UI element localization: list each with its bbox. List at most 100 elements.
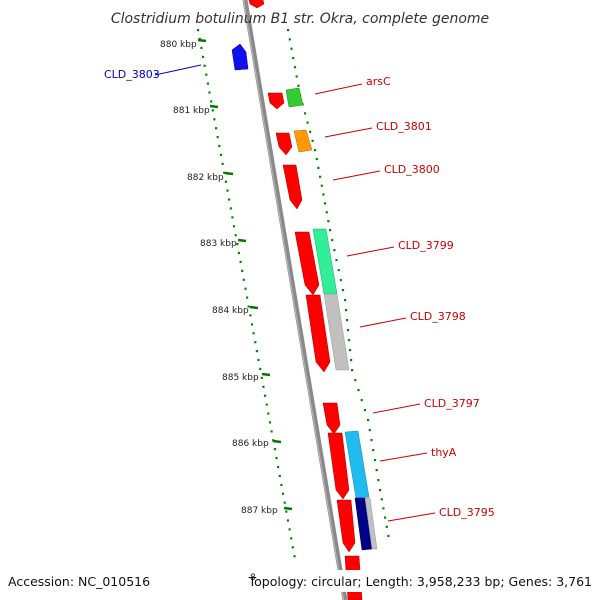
gc-dot — [197, 29, 200, 32]
gc-dot — [224, 180, 227, 183]
gc-dot — [255, 350, 258, 353]
gene-label-cld-3800[interactable]: CLD_3800 — [384, 163, 440, 176]
footer-backdrop — [256, 570, 600, 592]
gc-dot — [351, 369, 354, 372]
gc-dot — [354, 379, 357, 382]
leader-cld-3798 — [359, 317, 407, 328]
tick-880 — [197, 38, 207, 43]
gene-glyph-cld-3801[interactable] — [275, 132, 293, 156]
gc-dot — [259, 367, 262, 370]
gc-dot — [239, 260, 242, 263]
gc-dot — [349, 349, 352, 352]
gc-dots-left — [197, 29, 296, 558]
gc-dot — [322, 193, 325, 196]
gc-dot — [281, 492, 285, 495]
gc-dot — [270, 430, 273, 433]
gc-dot — [262, 385, 265, 388]
gc-dot — [250, 323, 254, 326]
gc-dot — [231, 216, 234, 219]
cog-block-arsc — [285, 87, 304, 108]
gc-dot — [221, 162, 224, 165]
gc-dot — [309, 130, 312, 133]
gc-dot — [268, 421, 272, 424]
gc-dot — [287, 29, 290, 32]
gc-dot — [285, 510, 288, 513]
gc-dot — [215, 127, 218, 130]
tick-label-883: 883 kbp — [200, 239, 237, 249]
gc-dot — [228, 198, 231, 201]
gc-dot — [201, 55, 205, 58]
leader-cld-3795 — [387, 512, 436, 522]
gc-dot — [331, 239, 334, 242]
gc-dot — [335, 259, 338, 262]
topology-text: Topology: circular; Length: 3,958,233 bp… — [248, 574, 592, 589]
gc-dot — [320, 184, 323, 187]
gene-label-cld-3799[interactable]: CLD_3799 — [398, 239, 454, 252]
gc-dot — [314, 149, 317, 152]
gene-label-thya[interactable]: thyA — [431, 446, 457, 459]
gene-glyph-arsc[interactable] — [267, 92, 285, 110]
gc-dot — [264, 394, 267, 397]
gc-dot — [223, 171, 226, 174]
gc-dot — [280, 483, 283, 486]
leader-cld-3799 — [346, 246, 395, 257]
gc-dot — [247, 305, 250, 308]
gene-label-cld-3803[interactable]: CLD_3803 — [104, 68, 160, 81]
gene-label-cld-3798[interactable]: CLD_3798 — [410, 310, 466, 323]
gc-dot — [297, 84, 300, 87]
gene-label-arsc[interactable]: arsC — [366, 75, 391, 88]
genome-backbone-highlight — [243, 0, 344, 600]
gc-dot — [345, 309, 348, 312]
gc-dot — [275, 457, 278, 460]
gc-dot — [295, 75, 298, 78]
gc-dot — [241, 269, 244, 272]
tick-label-884: 884 kbp — [212, 306, 249, 316]
leader-cld-3801 — [324, 127, 373, 138]
gc-dot — [367, 419, 370, 422]
gc-dot — [380, 498, 383, 501]
gc-dot — [363, 409, 366, 412]
gc-dot — [327, 220, 330, 223]
gc-dot — [218, 144, 221, 148]
gene-glyph-cld-3799[interactable] — [294, 231, 320, 296]
gc-dot — [319, 175, 322, 178]
gc-dot — [252, 332, 255, 335]
gc-dot — [210, 100, 213, 103]
gene-label-cld-3801[interactable]: CLD_3801 — [376, 120, 432, 133]
gc-dot — [237, 251, 240, 255]
gc-dot — [286, 519, 289, 522]
gene-glyph-cld-3800[interactable] — [282, 164, 303, 210]
gc-dot — [292, 56, 295, 60]
gc-dot — [260, 376, 263, 379]
gene-glyph-top[interactable] — [248, 0, 265, 9]
gc-dot — [290, 47, 293, 50]
gene-glyph-thya[interactable] — [327, 432, 350, 500]
gc-dot — [200, 46, 203, 49]
gc-dot — [236, 243, 239, 246]
gc-dot — [311, 139, 314, 142]
gene-label-cld-3795[interactable]: CLD_3795 — [439, 506, 495, 519]
tick-885 — [261, 372, 271, 377]
tick-label-880: 880 kbp — [160, 40, 197, 50]
gene-glyph-cld-3798[interactable] — [305, 294, 331, 373]
gc-dot — [278, 474, 281, 477]
gc-dot — [205, 73, 208, 76]
gc-dot — [246, 296, 249, 299]
gene-label-cld-3797[interactable]: CLD_3797 — [424, 397, 480, 410]
map-title: Clostridium botulinum B1 str. Okra, comp… — [111, 11, 489, 27]
gc-dots-right — [287, 29, 390, 537]
cog-block-cld-3795-b — [364, 497, 378, 550]
gene-glyph-cld-3803[interactable] — [231, 43, 249, 71]
tick-label-885: 885 kbp — [222, 373, 259, 383]
tick-label-886: 886 kbp — [232, 439, 269, 449]
gene-glyph-cld-3797[interactable] — [322, 402, 341, 435]
gc-dot — [337, 269, 340, 272]
leader-arsc — [314, 83, 363, 95]
gc-dot — [206, 82, 209, 85]
gc-dot — [341, 289, 345, 292]
gene-glyph-cld-3795[interactable] — [336, 499, 356, 553]
tick-882 — [224, 171, 234, 176]
gc-dot — [229, 207, 232, 210]
gc-dot — [226, 189, 229, 192]
gc-dot — [339, 279, 342, 282]
